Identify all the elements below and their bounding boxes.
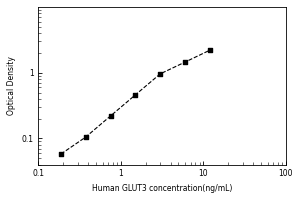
Point <box>158 72 163 75</box>
Point <box>183 60 188 64</box>
Point <box>58 152 63 156</box>
Y-axis label: Optical Density: Optical Density <box>7 56 16 115</box>
Point <box>83 135 88 139</box>
X-axis label: Human GLUT3 concentration(ng/mL): Human GLUT3 concentration(ng/mL) <box>92 184 232 193</box>
Point <box>208 49 212 52</box>
Point <box>108 114 113 118</box>
Point <box>133 93 138 96</box>
